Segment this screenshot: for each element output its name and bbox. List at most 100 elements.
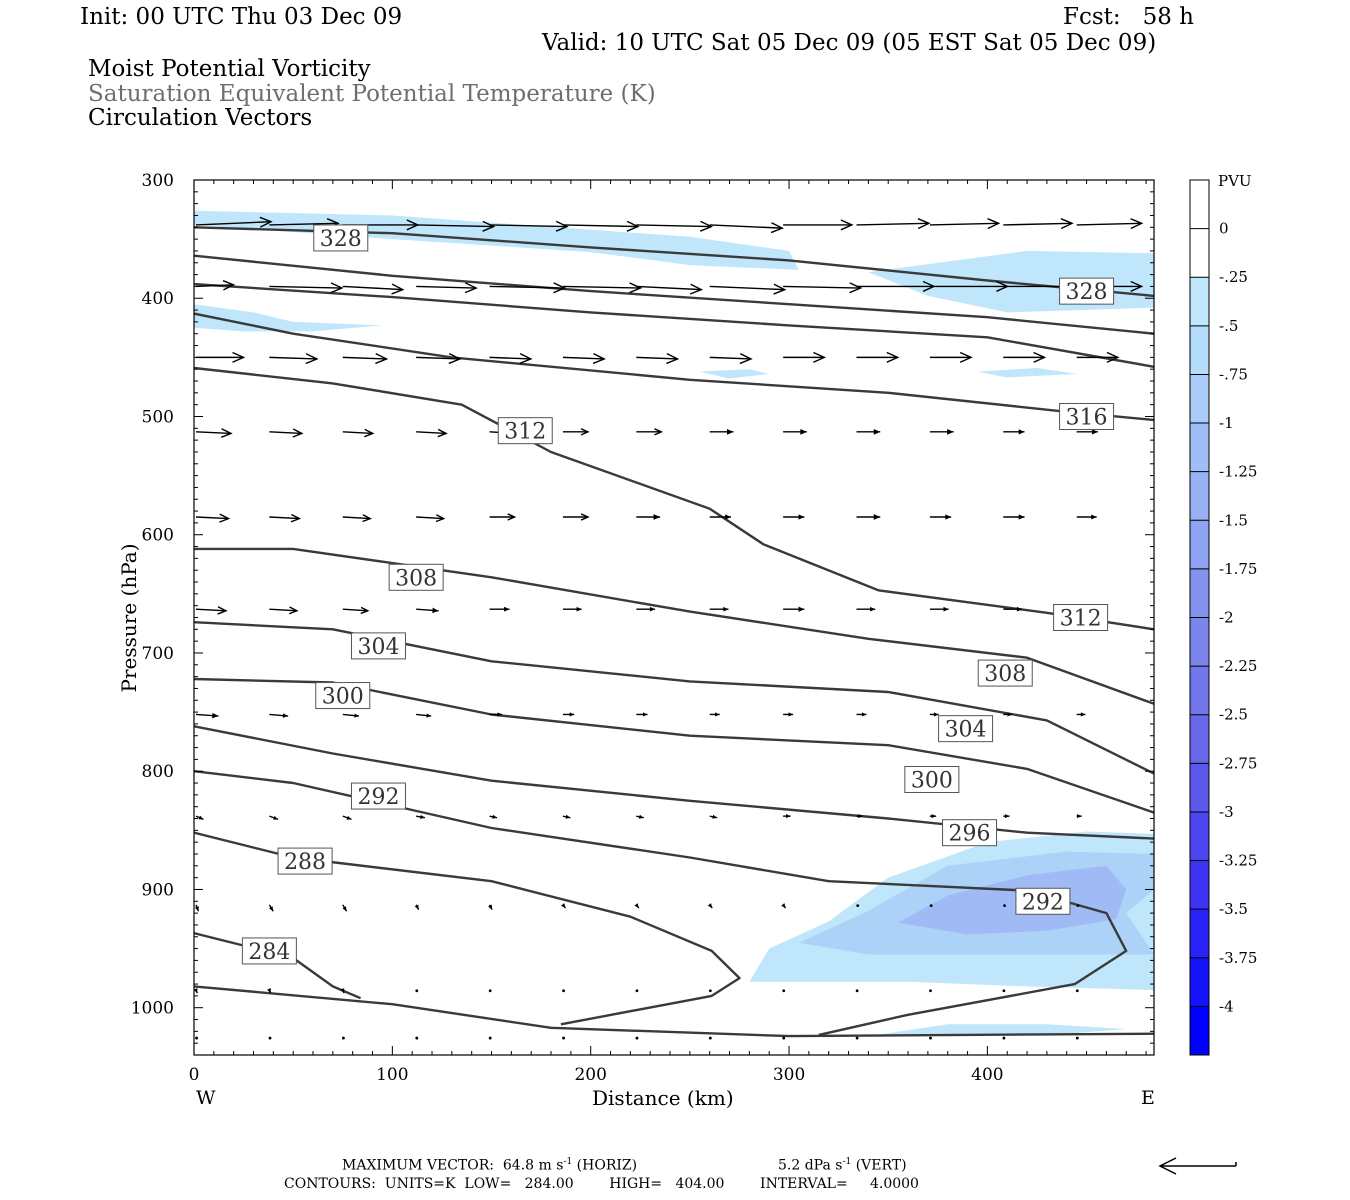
vector-head <box>699 220 714 232</box>
vector-shaft <box>636 224 712 228</box>
circulation-vectors <box>194 216 1144 1040</box>
vector-1-2 <box>342 283 405 295</box>
colorbar-swatch <box>1190 714 1209 764</box>
y-axis-title: Pressure (hPa) <box>117 543 141 693</box>
vector-dot <box>929 1036 932 1040</box>
vector-5-2 <box>342 606 370 615</box>
vector-4-6 <box>636 514 661 520</box>
field-title-theta-es: Saturation Equivalent Potential Temperat… <box>88 81 656 107</box>
vector-7-10 <box>929 814 937 819</box>
contour-info: CONTOURS: UNITS=K LOW= 284.00 HIGH= 404.… <box>284 1176 919 1192</box>
vector-7-3 <box>416 814 426 819</box>
vector-head <box>576 606 582 612</box>
vector-shaft <box>342 356 387 360</box>
contour-label-box <box>1059 402 1115 430</box>
vector-head <box>426 713 432 718</box>
vector-head <box>707 903 713 909</box>
vector-shaft <box>269 356 317 360</box>
contour-label-292: 292 <box>1015 887 1071 915</box>
vector-shaft <box>489 356 531 360</box>
vector-head <box>712 814 718 819</box>
contour-324 <box>194 254 1154 335</box>
vector-8-1 <box>268 904 274 912</box>
vector-head <box>773 283 787 295</box>
vector-shaft <box>195 284 234 288</box>
reference-vector-icon <box>1158 1157 1237 1175</box>
vector-head <box>198 815 204 820</box>
vector-2-3 <box>416 353 462 365</box>
vector-9-3 <box>415 989 419 993</box>
vector-8-12 <box>1076 904 1080 908</box>
vector-7-12 <box>1076 814 1082 819</box>
vector-shaft <box>416 285 477 289</box>
vector-2-4 <box>489 353 533 365</box>
vector-head <box>482 220 496 232</box>
max-horiz-unit: m s <box>538 1157 564 1174</box>
vector-8-11 <box>1003 904 1006 908</box>
vector-dot <box>708 989 712 993</box>
contour-label-284: 284 <box>241 937 297 965</box>
vector-1-1 <box>269 282 344 294</box>
vector-shaft <box>195 221 272 226</box>
vector-dot <box>488 1036 492 1040</box>
max-vert-unit: dPa s <box>804 1157 843 1174</box>
vector-shaft <box>562 224 638 228</box>
vector-dot <box>415 989 419 993</box>
vector-head <box>555 220 569 232</box>
forecast-hour: Fcst: 58 h <box>1063 4 1194 30</box>
contour-label-text: 312 <box>1060 607 1102 632</box>
contour-label-328: 328 <box>313 224 369 252</box>
vector-1-7 <box>709 283 787 295</box>
vector-head <box>945 514 952 520</box>
colorbar-label: -2.25 <box>1219 657 1257 675</box>
vector-shaft <box>416 431 447 435</box>
colorbar-swatch <box>1190 471 1209 521</box>
vector-head <box>504 606 510 612</box>
vector-head <box>194 988 198 994</box>
vector-3-1 <box>269 428 304 438</box>
vector-0-6 <box>636 220 714 232</box>
vector-head <box>360 606 370 615</box>
vector-head <box>770 222 784 234</box>
vector-6-11 <box>1003 712 1013 717</box>
vector-7-7 <box>709 814 718 819</box>
vector-head <box>653 514 661 520</box>
vector-6-3 <box>416 713 432 718</box>
vector-2-8 <box>783 351 827 363</box>
vector-5-0 <box>195 606 228 615</box>
vector-6-9 <box>856 712 867 717</box>
contour-labels: 328 328 316 312 312 308 308 304 304 300 300 296 292 2… <box>241 224 1115 965</box>
vector-7-9 <box>856 814 863 819</box>
vector-9-5 <box>562 989 565 993</box>
colorbar-title: PVU <box>1218 172 1252 190</box>
vector-head <box>1004 814 1010 819</box>
vector-shaft <box>416 356 460 360</box>
vector-9-1 <box>267 988 272 994</box>
contour-label-text: 316 <box>1066 405 1108 430</box>
vector-9-11 <box>1002 989 1006 993</box>
colorbar-swatch <box>1190 909 1209 959</box>
vector-10-10 <box>929 1036 932 1040</box>
vector-shaft <box>783 285 861 289</box>
vector-3-2 <box>342 428 375 438</box>
contour-280 <box>194 985 1154 1038</box>
x-tick-label: 200 <box>574 1065 606 1085</box>
contour-label-box <box>241 937 297 965</box>
vector-10-3 <box>415 1036 419 1040</box>
vector-head <box>346 815 352 820</box>
vector-3-9 <box>856 428 881 435</box>
vector-dot <box>708 1036 712 1040</box>
contour-label-300: 300 <box>315 682 371 710</box>
colorbar-swatch <box>1190 180 1209 230</box>
vector-head <box>259 216 273 228</box>
vector-4-4 <box>489 513 517 521</box>
vector-head <box>553 282 567 294</box>
vector-head <box>1130 280 1144 292</box>
vector-5-3 <box>416 607 439 614</box>
colorbar-label: -1.5 <box>1219 511 1248 529</box>
vector-head <box>561 903 566 909</box>
vector-head <box>873 428 881 435</box>
vector-2-6 <box>636 353 680 365</box>
max-horiz-value: 64.8 <box>502 1157 535 1174</box>
vector-5-9 <box>856 606 876 612</box>
